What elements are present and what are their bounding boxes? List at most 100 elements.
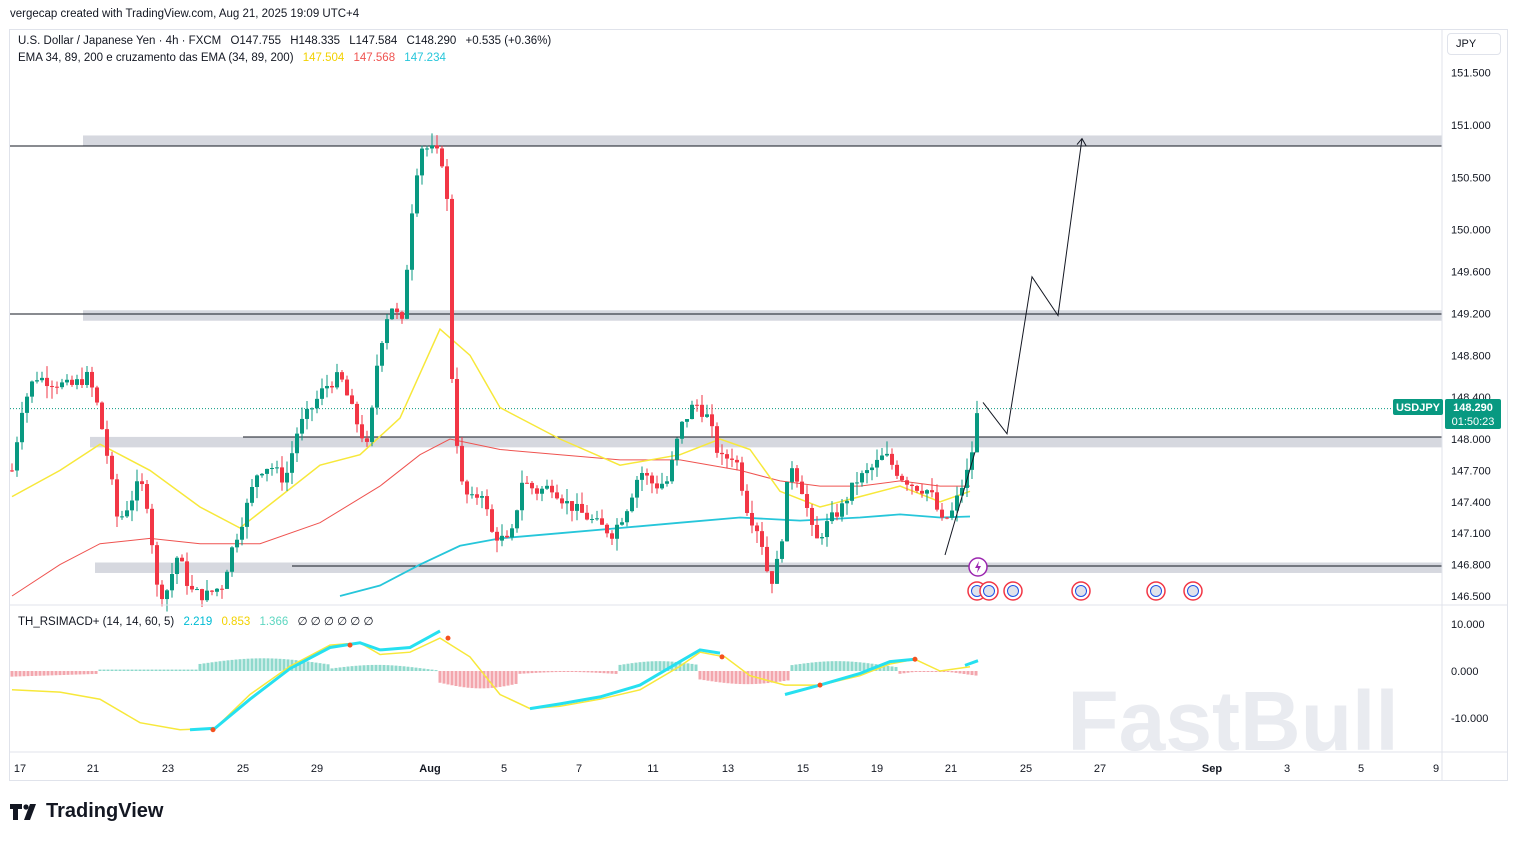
time-axis-label: 29 [311,763,323,775]
macd-histogram-bar [78,671,82,675]
time-axis-label: 17 [14,763,26,775]
candle-body [410,213,414,270]
candle-body [415,175,419,214]
macd-histogram-bar [422,668,426,671]
candle-body [470,494,474,496]
price-axis-label: 149.200 [1451,308,1491,320]
indicator-axis-label: 10.000 [1451,619,1485,631]
tradingview-logo[interactable]: TradingView [10,800,163,823]
macd-histogram-bar [574,671,578,673]
macd-histogram-bar [18,671,22,677]
macd-histogram-bar [74,671,78,675]
macd-histogram-bar [638,662,642,671]
candle-body [510,528,514,538]
candle-body [730,458,734,460]
macd-histogram-bar [462,671,466,688]
ema34-line [11,327,971,529]
macd-histogram-bar [562,671,566,672]
ema-legend[interactable]: EMA 34, 89, 200 e cruzamento das EMA (34… [18,52,446,64]
indicator-legend[interactable]: TH_RSIMACD+ (14, 14, 60, 5) 2.219 0.853 … [18,614,374,628]
macd-histogram-bar [366,665,370,671]
macd-histogram-bar [454,671,458,687]
macd-histogram-bar [10,671,14,677]
candle-body [30,381,34,397]
zone-resistance [83,310,1442,321]
macd-histogram-bar [206,662,210,671]
macd-histogram-bar [794,664,798,671]
candle-body [590,519,594,521]
candle-body [920,490,924,494]
time-axis-label: 5 [1358,763,1364,775]
candle-body [645,472,649,476]
currency-button[interactable]: JPY [1447,33,1501,55]
macd-histogram-bar [774,671,778,683]
macd-histogram-bar [602,671,606,674]
candle-body [955,495,959,511]
macd-histogram-bar [582,671,586,673]
macd-histogram-bar [346,666,350,671]
price-axis-label: 146.500 [1451,591,1491,603]
ohlc-high: H148.335 [290,35,341,47]
candle-body [220,588,224,590]
macd-histogram-bar [46,671,50,676]
ema89-value: 147.568 [353,52,396,64]
candle-body [650,475,654,484]
macd-histogram-bar [718,671,722,683]
indicator-name: TH_RSIMACD+ (14, 14, 60, 5) [18,616,175,628]
candle-body [910,484,914,487]
projection-layer [944,137,1087,556]
candle-body [285,472,289,483]
macd-histogram-bar [458,671,462,687]
candle-body [695,404,699,406]
macd-histogram-bar [398,665,402,671]
candle-body [935,492,939,510]
candle-body [130,500,134,511]
candle-body [775,558,779,584]
macd-histogram-bar [118,669,122,671]
candle-body [570,501,574,511]
candle-body [735,459,739,463]
candle-body [125,510,129,517]
macd-histogram-bar [214,661,218,671]
macd-histogram-bar [890,666,894,671]
symbol-name: U.S. Dollar / Japanese Yen · 4h · FXCM [18,35,222,47]
candle-body [485,496,489,510]
candle-body [120,516,124,518]
macd-histogram-bar [970,671,974,676]
macd-histogram-bar [102,669,106,671]
candle-body [195,589,199,591]
candle-body [940,509,944,518]
candle-body [860,473,864,483]
candle-body [175,557,179,575]
candles-layer [10,133,979,612]
candle-body [145,484,149,509]
symbol-legend[interactable]: U.S. Dollar / Japanese Yen · 4h · FXCM O… [18,35,551,47]
chart-frame [9,29,1508,781]
candle-body [700,404,704,417]
time-axis-label: 11 [647,763,658,775]
macd-histogram-bar [326,664,330,671]
candle-body [260,473,264,476]
time-axis-label: 13 [722,763,734,775]
macd-histogram-bar [114,669,118,671]
macd-histogram-bar [278,658,282,671]
macd-histogram-bar [922,671,926,672]
macd-histogram-bar [190,669,194,671]
candle-body [270,468,274,470]
macd-histogram-bar [518,671,522,674]
candle-body [390,308,394,320]
macd-histogram-bar [918,671,922,672]
macd-histogram-bar [866,663,870,671]
macd-histogram-bar [530,671,534,674]
candle-body [890,453,894,465]
macd-histogram-bar [746,671,750,685]
candle-body [95,387,99,403]
candle-body [610,533,614,539]
macd-histogram-bar [110,669,114,671]
macd-histogram-bar [438,671,442,683]
candle-body [90,371,94,388]
candle-body [915,486,919,491]
ticker-tag-label: USDJPY [1396,402,1441,414]
macd-histogram-bar [810,662,814,671]
